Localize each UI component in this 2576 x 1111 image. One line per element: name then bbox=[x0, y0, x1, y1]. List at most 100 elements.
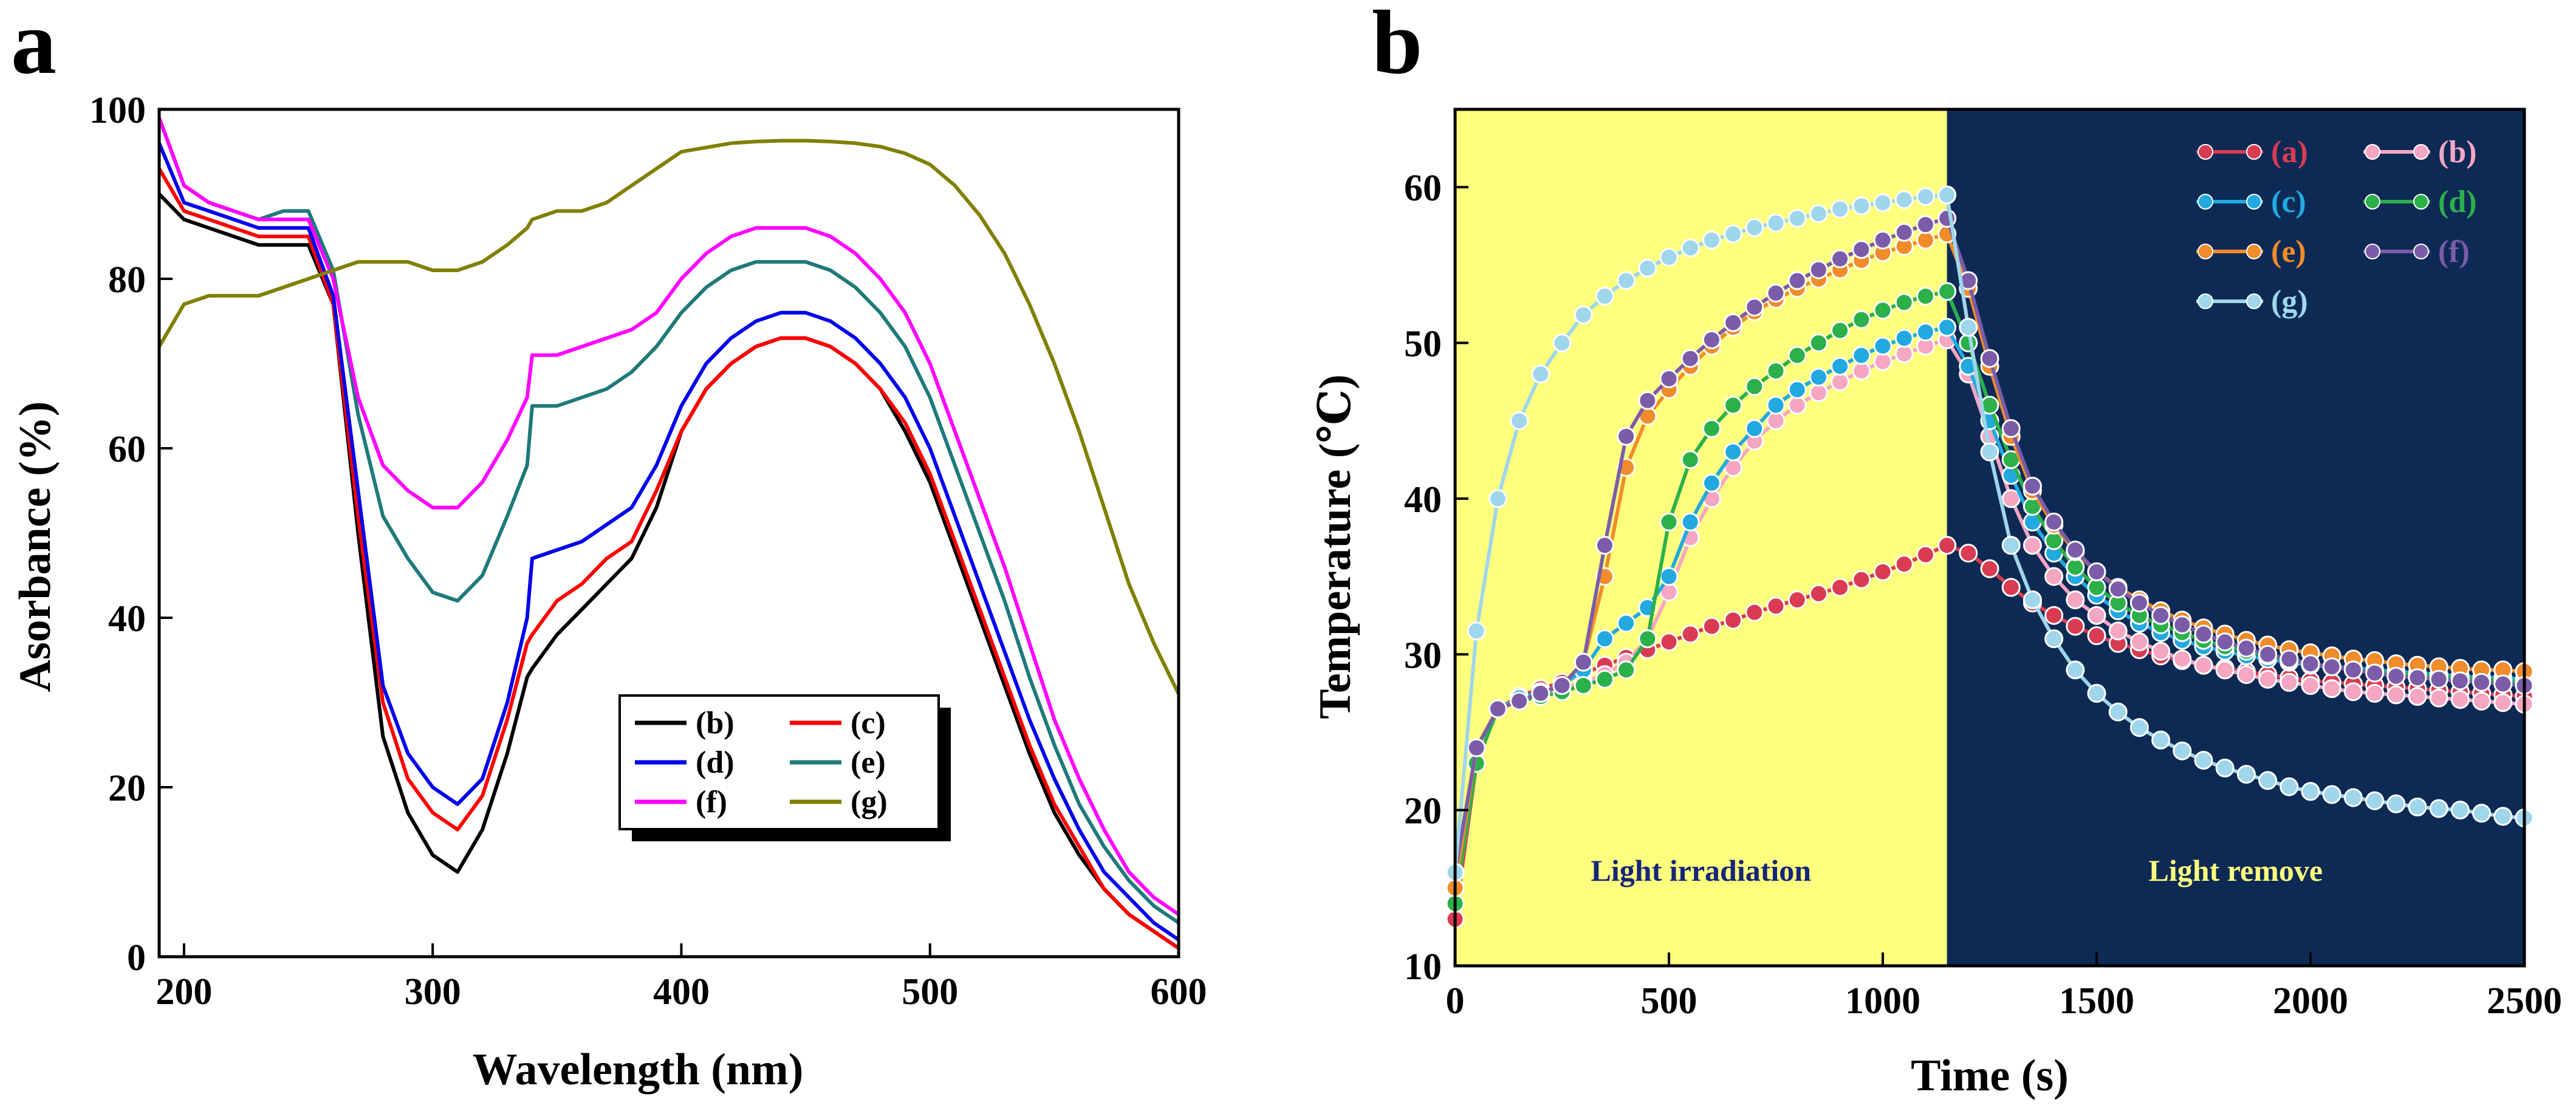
panel-b-series-point-1 bbox=[1787, 590, 1807, 609]
panel-b-series-point-6 bbox=[2343, 660, 2363, 680]
panel-b-series-point-7 bbox=[2066, 660, 2085, 680]
panel-b-series-point-7 bbox=[1617, 271, 1636, 290]
panel-b-series-point-7 bbox=[1937, 185, 1957, 205]
panel-b-series-point-3 bbox=[1595, 629, 1614, 649]
panel-b-series-point-2 bbox=[2215, 660, 2235, 680]
panel-b-legend-marker-6 bbox=[2365, 244, 2380, 259]
panel-b-xtick-label: 2500 bbox=[2487, 980, 2562, 1022]
panel-b-legend-marker-7 bbox=[2197, 293, 2213, 309]
panel-a-legend-label-1: (b) bbox=[696, 706, 735, 740]
panel-b-series-point-2 bbox=[2044, 567, 2064, 586]
panel-b-series-point-2 bbox=[1787, 395, 1807, 415]
panel-b-series-point-2 bbox=[2258, 669, 2278, 689]
panel-b-series-point-1 bbox=[1745, 603, 1764, 622]
panel-b-series-point-3 bbox=[1724, 442, 1743, 462]
panel-b-series-point-6 bbox=[1852, 240, 1871, 259]
panel-b-series-point-6 bbox=[2429, 669, 2448, 689]
panel-a-xlabel: Wavelength (nm) bbox=[473, 1045, 804, 1095]
panel-b-legend-marker-1 bbox=[2246, 144, 2262, 160]
panel-b-series-point-7 bbox=[1787, 209, 1807, 228]
panel-b-xtick-label: 500 bbox=[1641, 980, 1697, 1022]
panel-a-series-line-3 bbox=[157, 142, 1180, 942]
panel-b-series-point-1 bbox=[1659, 632, 1679, 652]
panel-b-series-point-7 bbox=[2429, 799, 2448, 818]
panel-b-label: b bbox=[1372, 0, 1422, 93]
panel-b-series-point-6 bbox=[2408, 668, 2427, 688]
panel-b-legend-marker-7 bbox=[2246, 293, 2262, 309]
panel-b-series-point-3 bbox=[1894, 329, 1914, 348]
panel-b-series-point-2 bbox=[2450, 690, 2470, 709]
panel-b-series-point-7 bbox=[2023, 590, 2042, 609]
panel-a-plot-area bbox=[157, 117, 1180, 950]
panel-b-series-point-7 bbox=[1531, 364, 1550, 384]
panel-b-series-point-7 bbox=[1831, 199, 1850, 219]
panel-b-series-point-6 bbox=[2129, 593, 2149, 613]
panel-b-series-point-6 bbox=[2173, 615, 2192, 635]
panel-b-series-point-3 bbox=[1680, 512, 1700, 532]
panel-b-series-point-6 bbox=[1787, 271, 1807, 290]
panel-b-legend-marker-2 bbox=[2413, 144, 2429, 160]
panel-b-legend-marker-3 bbox=[2246, 194, 2262, 210]
panel-b-series-point-6 bbox=[1595, 536, 1614, 555]
panel-b-series-point-2 bbox=[2386, 685, 2406, 705]
panel-b-series-point-6 bbox=[1724, 313, 1743, 332]
panel-b-series-point-1 bbox=[1894, 555, 1914, 574]
panel-b-legend-marker-5 bbox=[2197, 244, 2213, 259]
panel-b-ylabel: Temperature (℃) bbox=[1310, 374, 1360, 719]
panel-b-series-point-4 bbox=[1680, 450, 1700, 470]
panel-a-legend-label-5: (f) bbox=[696, 785, 727, 819]
panel-b-series-point-3 bbox=[1852, 346, 1871, 365]
panel-b-series-point-7 bbox=[2450, 801, 2470, 820]
panel-b-series-point-7 bbox=[2365, 791, 2385, 810]
panel-b-series-point-6 bbox=[2023, 476, 2042, 496]
panel-b-series-point-6 bbox=[2450, 671, 2470, 691]
panel-b-series-point-4 bbox=[1787, 346, 1807, 365]
panel-b-series-point-6 bbox=[2322, 657, 2341, 677]
panel-b-series-point-7 bbox=[2258, 771, 2278, 790]
panel-b-xtick-label: 1500 bbox=[2059, 980, 2134, 1022]
panel-b-region-label-1: Light irradiation bbox=[1591, 853, 1812, 887]
panel-b-series-point-6 bbox=[2044, 512, 2064, 532]
panel-a-xtick-label: 400 bbox=[653, 971, 710, 1013]
panel-b-legend-label-4: (d) bbox=[2438, 185, 2477, 219]
panel-b-series-point-6 bbox=[1809, 260, 1828, 279]
panel-b-series-point-7 bbox=[1873, 193, 1893, 213]
panel-b-series-point-6 bbox=[1916, 215, 1935, 234]
panel-a-ytick-label: 60 bbox=[108, 429, 146, 470]
panel-b-series-point-4 bbox=[1831, 321, 1850, 340]
panel-b-series-point-1 bbox=[1809, 584, 1828, 603]
panel-b-series-point-2 bbox=[1809, 383, 1828, 403]
panel-b-legend-marker-6 bbox=[2413, 244, 2429, 259]
panel-b-ytick-label: 10 bbox=[1404, 946, 1442, 988]
panel-b-series-point-7 bbox=[2472, 804, 2492, 823]
panel-b-xtick-label: 0 bbox=[1446, 980, 1465, 1022]
panel-b-legend: (a) (b) (c) (d) (e) (f) (g) bbox=[2196, 135, 2477, 319]
panel-b-series-point-6 bbox=[2108, 579, 2128, 599]
panel-b-series-point-6 bbox=[2386, 666, 2406, 686]
panel-b-series-point-7 bbox=[2280, 777, 2299, 796]
panel-b-series-point-6 bbox=[2194, 624, 2213, 644]
panel-b-series-point-1 bbox=[1680, 624, 1700, 644]
panel-b-series-point-7 bbox=[1467, 621, 1486, 641]
panel-b-series-point-4 bbox=[1595, 669, 1614, 689]
panel-b-series-point-6 bbox=[1510, 691, 1529, 711]
panel-a-legend-label-2: (c) bbox=[851, 706, 886, 740]
panel-b-series-point-3 bbox=[1617, 614, 1636, 633]
panel-b-series-point-2 bbox=[1831, 372, 1850, 392]
panel-a-ytick-label: 100 bbox=[89, 90, 146, 131]
panel-b-series-point-6 bbox=[1745, 298, 1764, 317]
panel-b-series-point-3 bbox=[1787, 380, 1807, 399]
panel-b-series-point-4 bbox=[1873, 301, 1893, 320]
panel-b-series-point-1 bbox=[1852, 570, 1871, 589]
panel-b-series-point-2 bbox=[2108, 621, 2128, 641]
panel-b-series-point-4 bbox=[1916, 287, 1935, 306]
panel-b-series-point-2 bbox=[2173, 649, 2192, 669]
panel-b-legend-label-1: (a) bbox=[2271, 135, 2308, 169]
panel-b-series-point-6 bbox=[1831, 249, 1850, 268]
panel-b-series-point-2 bbox=[2472, 691, 2492, 711]
panel-b-series-point-4 bbox=[1745, 377, 1764, 396]
panel-b-legend-label-2: (b) bbox=[2438, 135, 2477, 169]
panel-b-ytick-label: 30 bbox=[1404, 635, 1442, 676]
panel-b-series-point-1 bbox=[1831, 578, 1850, 597]
